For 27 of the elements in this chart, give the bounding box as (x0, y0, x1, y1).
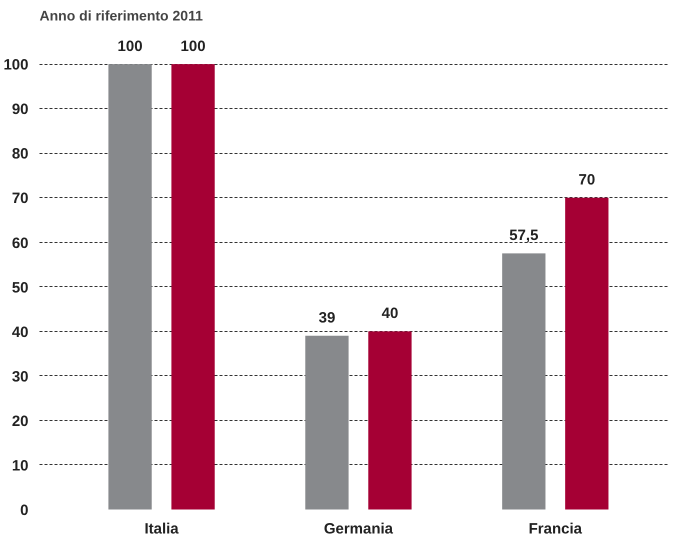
x-tick-label: Francia (528, 520, 583, 538)
y-tick-label: 100 (3, 56, 29, 74)
y-tick-label: 60 (12, 234, 29, 252)
y-tick-label: 40 (12, 324, 29, 341)
y-tick-label: 20 (12, 412, 29, 430)
y-tick-label: 10 (12, 457, 29, 474)
data-label: 57,5 (509, 227, 538, 244)
bar (368, 331, 412, 510)
data-label: 100 (118, 38, 143, 55)
x-tick-label: Germania (324, 520, 394, 538)
y-tick-label: 80 (12, 146, 29, 163)
y-tick-label: 50 (12, 279, 29, 296)
bar (565, 198, 608, 510)
bar (108, 64, 152, 510)
data-label: 39 (318, 309, 336, 326)
y-tick-label: 0 (20, 502, 28, 519)
chart-title: Anno di riferimento 2011 (40, 8, 204, 24)
data-label: 70 (578, 171, 596, 188)
y-tick-label: 90 (12, 101, 29, 118)
bar (171, 64, 215, 510)
y-tick-label: 70 (12, 190, 29, 208)
data-label: 40 (382, 304, 398, 322)
x-tick-label: Italia (144, 520, 180, 538)
bar (305, 336, 349, 510)
bar (502, 253, 546, 510)
y-tick-label: 30 (12, 368, 29, 386)
data-label: 100 (180, 38, 206, 55)
